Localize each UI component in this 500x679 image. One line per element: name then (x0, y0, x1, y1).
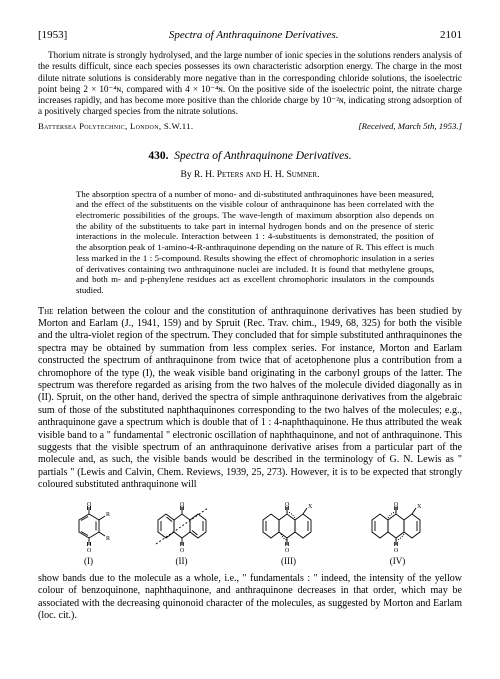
abstract-text: The absorption spectra of a number of mo… (76, 189, 434, 295)
prior-article-tail-paragraph: Thorium nitrate is strongly hydrolysed, … (38, 50, 462, 117)
svg-text:O: O (285, 548, 290, 554)
body-paragraph-1: The relation between the colour and the … (38, 306, 462, 492)
svg-text:O: O (394, 502, 399, 508)
byline: By R. H. Peters and H. H. Sumner. (38, 169, 462, 181)
svg-text:O: O (285, 502, 290, 508)
svg-text:X: X (417, 504, 422, 510)
structure-II: O O (II) (146, 500, 218, 568)
header-page-number: 2101 (440, 28, 462, 42)
svg-text:O: O (87, 502, 92, 508)
article-title-text: Spectra of Anthraquinone Derivatives. (174, 150, 351, 162)
structure-IV-label: (IV) (390, 556, 406, 568)
article-title: 430. Spectra of Anthraquinone Derivative… (38, 149, 462, 164)
svg-text:O: O (180, 502, 185, 508)
svg-text:R: R (106, 512, 110, 518)
affiliation-line: Battersea Polytechnic, London, S.W.11. [… (38, 121, 462, 132)
svg-text:X: X (308, 504, 313, 510)
structure-II-label: (II) (176, 556, 188, 568)
lead-word: The (38, 306, 53, 317)
authors: R. H. Peters and H. H. Sumner. (194, 170, 319, 180)
header-year: [1953] (38, 28, 67, 42)
header-running-title: Spectra of Anthraquinone Derivatives. (169, 28, 339, 42)
body-p2-text: show bands due to the molecule as a whol… (38, 573, 462, 621)
chemical-structures-row: O O R R (I) (48, 500, 452, 568)
svg-text:O: O (394, 548, 399, 554)
structure-IV-svg: O O X (360, 500, 436, 554)
structure-I-svg: O O R R (65, 500, 113, 554)
structure-III-svg: O O X (251, 500, 327, 554)
structure-III: O O X (III) (251, 500, 327, 568)
svg-text:O: O (180, 548, 185, 554)
structure-II-svg: O O (146, 500, 218, 554)
received-date: [Received, March 5th, 1953.] (358, 121, 462, 132)
body-paragraph-2: show bands due to the molecule as a whol… (38, 573, 462, 623)
byline-prefix: By (181, 170, 194, 180)
svg-text:R: R (106, 536, 110, 542)
structure-I-label: (I) (84, 556, 93, 568)
structure-I: O O R R (I) (65, 500, 113, 568)
svg-text:O: O (87, 548, 92, 554)
running-header: [1953] Spectra of Anthraquinone Derivati… (38, 28, 462, 42)
intro-text: Thorium nitrate is strongly hydrolysed, … (38, 50, 462, 116)
structure-III-label: (III) (281, 556, 296, 568)
structure-IV: O O X (IV) (360, 500, 436, 568)
abstract: The absorption spectra of a number of mo… (76, 189, 434, 296)
affiliation-place: Battersea Polytechnic, London, S.W.11. (38, 121, 193, 132)
article-number: 430. (148, 150, 168, 162)
body-p1-text: relation between the colour and the cons… (38, 306, 462, 490)
